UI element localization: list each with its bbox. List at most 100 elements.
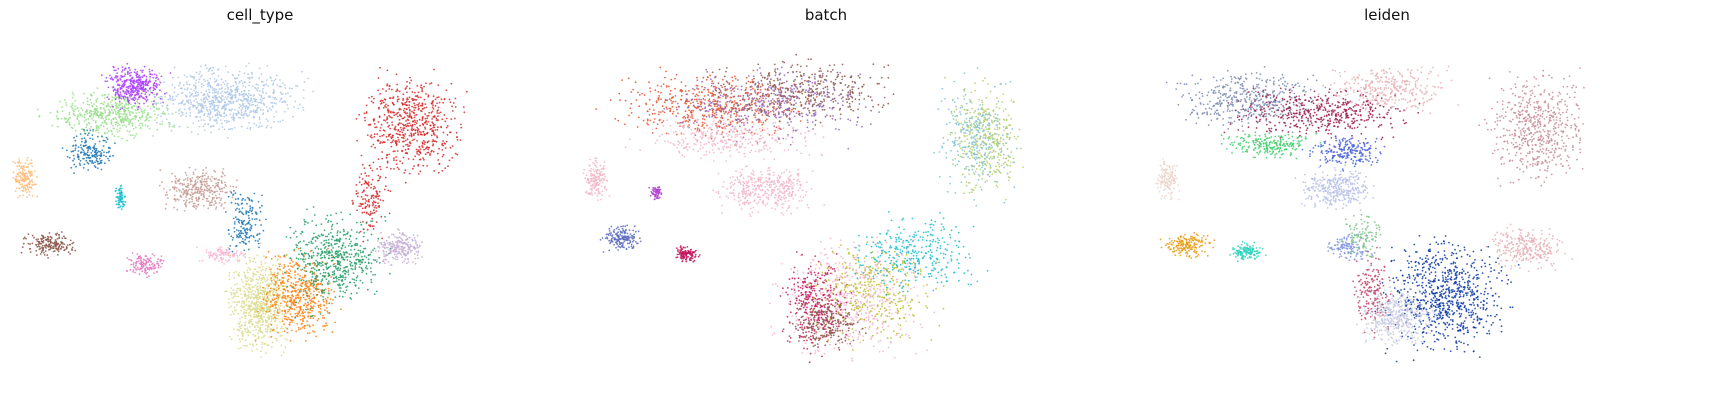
- data-point: [294, 277, 297, 279]
- data-point: [148, 275, 150, 278]
- data-point: [102, 117, 105, 120]
- data-point: [185, 201, 188, 204]
- data-point: [241, 316, 243, 319]
- data-point: [121, 124, 124, 127]
- data-point: [250, 98, 253, 100]
- data-point: [194, 116, 197, 118]
- data-point: [242, 116, 245, 119]
- data-point: [140, 84, 143, 86]
- data-point: [307, 77, 310, 80]
- data-point: [138, 111, 140, 114]
- data-point: [236, 110, 239, 112]
- data-point: [403, 107, 406, 110]
- data-point: [246, 222, 249, 225]
- data-point: [301, 282, 304, 285]
- data-point: [426, 151, 429, 154]
- data-point: [224, 96, 227, 99]
- data-point: [153, 263, 156, 266]
- data-point: [239, 287, 242, 290]
- data-point: [138, 74, 141, 77]
- data-point: [214, 200, 217, 203]
- data-point: [241, 297, 244, 300]
- data-point: [141, 71, 144, 73]
- data-point: [37, 238, 39, 241]
- data-point: [195, 79, 198, 82]
- data-point: [382, 140, 385, 143]
- data-point: [94, 166, 97, 169]
- data-point: [240, 278, 243, 281]
- data-point: [137, 256, 140, 258]
- data-point: [196, 101, 198, 104]
- data-point: [126, 130, 129, 132]
- data-point: [137, 81, 139, 83]
- data-point: [247, 271, 250, 274]
- data-point: [189, 112, 192, 114]
- data-point: [297, 326, 300, 329]
- data-point: [140, 87, 143, 89]
- data-point: [227, 302, 230, 304]
- data-point: [202, 84, 205, 87]
- data-point: [214, 80, 217, 83]
- data-point: [375, 210, 378, 213]
- data-point: [145, 116, 148, 118]
- data-point: [250, 76, 253, 79]
- data-point: [240, 324, 243, 327]
- data-point: [129, 110, 132, 113]
- data-point: [49, 238, 52, 241]
- data-point: [26, 196, 29, 199]
- data-point: [274, 280, 277, 283]
- data-point: [363, 112, 366, 115]
- data-point: [364, 172, 367, 175]
- data-point: [141, 112, 144, 115]
- data-point: [231, 98, 233, 100]
- data-point: [290, 276, 292, 279]
- data-point: [101, 94, 104, 97]
- data-point: [184, 171, 187, 174]
- data-point: [194, 82, 197, 84]
- data-point: [232, 84, 235, 87]
- data-point: [27, 183, 29, 186]
- data-point: [364, 261, 367, 264]
- data-point: [192, 186, 195, 188]
- data-point: [232, 236, 235, 239]
- data-point: [124, 73, 127, 76]
- data-point: [120, 87, 123, 90]
- data-point: [114, 121, 117, 124]
- data-point: [373, 206, 376, 209]
- data-point: [116, 192, 119, 195]
- data-point: [253, 335, 256, 337]
- data-point: [426, 123, 428, 126]
- data-point: [70, 105, 72, 108]
- data-point: [196, 91, 199, 94]
- data-point: [183, 179, 185, 182]
- data-point: [241, 100, 244, 103]
- data-point: [113, 69, 116, 72]
- data-point: [333, 290, 335, 293]
- data-point: [81, 148, 84, 150]
- data-point: [259, 210, 262, 213]
- data-point: [288, 308, 291, 311]
- data-point: [124, 110, 127, 112]
- data-point: [190, 76, 193, 78]
- data-point: [159, 169, 162, 172]
- data-point: [442, 140, 444, 142]
- data-point: [220, 197, 223, 200]
- data-point: [248, 114, 251, 116]
- data-point: [382, 106, 385, 109]
- data-point: [21, 246, 24, 249]
- data-point: [439, 111, 442, 114]
- data-point: [207, 88, 210, 91]
- data-point: [49, 240, 52, 243]
- data-point: [350, 229, 353, 231]
- data-point: [206, 115, 209, 118]
- data-point: [91, 134, 94, 136]
- data-point: [437, 171, 440, 174]
- data-point: [283, 254, 286, 257]
- data-point: [194, 87, 197, 90]
- data-point: [152, 89, 155, 92]
- data-point: [424, 128, 427, 130]
- data-point: [189, 114, 192, 117]
- data-point: [57, 250, 60, 253]
- data-point: [137, 98, 139, 101]
- data-point: [312, 307, 314, 310]
